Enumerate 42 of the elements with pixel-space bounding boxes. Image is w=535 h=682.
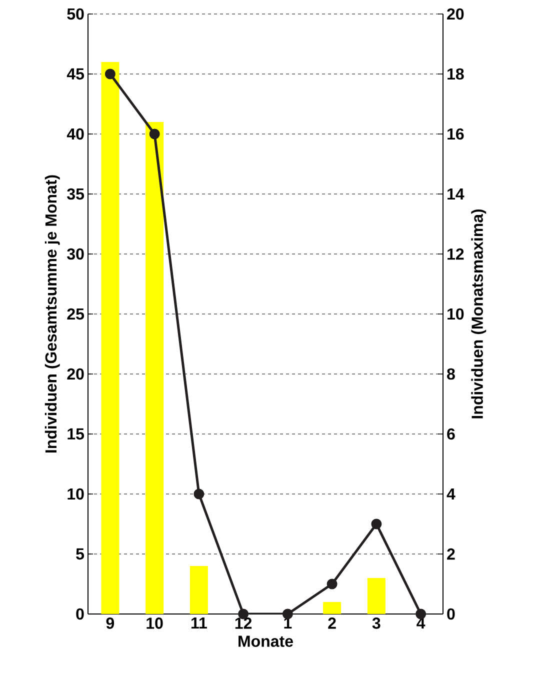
y-tick-label: 0 (76, 608, 84, 620)
y2-tick-label: 18 (448, 68, 464, 80)
y-tick-label: 25 (67, 308, 84, 320)
x-tick-label: 12 (235, 618, 252, 629)
y-tick-label: 35 (67, 188, 84, 200)
y2-tick-label: 16 (448, 128, 464, 140)
y2-axis-title: Individuen (Monatsmaxima) (471, 209, 486, 418)
y-tick-label: 45 (66, 68, 84, 80)
y-tick-label: 30 (67, 248, 84, 260)
y2-tick-label: 14 (448, 188, 464, 200)
y-tick-label: 5 (76, 548, 84, 560)
bar (323, 602, 342, 614)
bar (367, 578, 386, 614)
x-axis-title: Monate (238, 636, 293, 647)
y2-tick-label: 0 (447, 608, 455, 620)
x-tick-label: 2 (328, 618, 336, 629)
x-tick-label: 9 (106, 618, 114, 629)
point (194, 488, 204, 500)
y2-tick-label: 2 (447, 548, 455, 560)
point (282, 608, 293, 620)
bar (101, 62, 120, 614)
y-tick-label: 40 (66, 128, 84, 140)
y-tick-label: 20 (67, 368, 84, 380)
y-axis-title: Individuen (Gesamtsumme je Monat) (44, 175, 60, 453)
bar (190, 566, 208, 614)
point (326, 578, 338, 590)
y2-tick-label: 10 (448, 308, 464, 320)
x-tick-label: 3 (372, 618, 380, 629)
point (149, 128, 160, 140)
y2-tick-label: 20 (447, 8, 464, 20)
x-tick-label: 11 (191, 618, 207, 629)
y-tick-label: 50 (67, 8, 84, 20)
y2-tick-label: 6 (447, 428, 455, 440)
point (104, 68, 116, 80)
y-tick-label: 15 (68, 428, 84, 440)
bar (146, 122, 164, 614)
y2-tick-label: 4 (446, 488, 456, 500)
y2-tick-label: 12 (448, 248, 464, 260)
y-tick-label: 10 (68, 488, 84, 500)
y2-tick-label: 8 (447, 368, 455, 380)
x-tick-label: 10 (146, 618, 163, 629)
point (371, 518, 382, 530)
